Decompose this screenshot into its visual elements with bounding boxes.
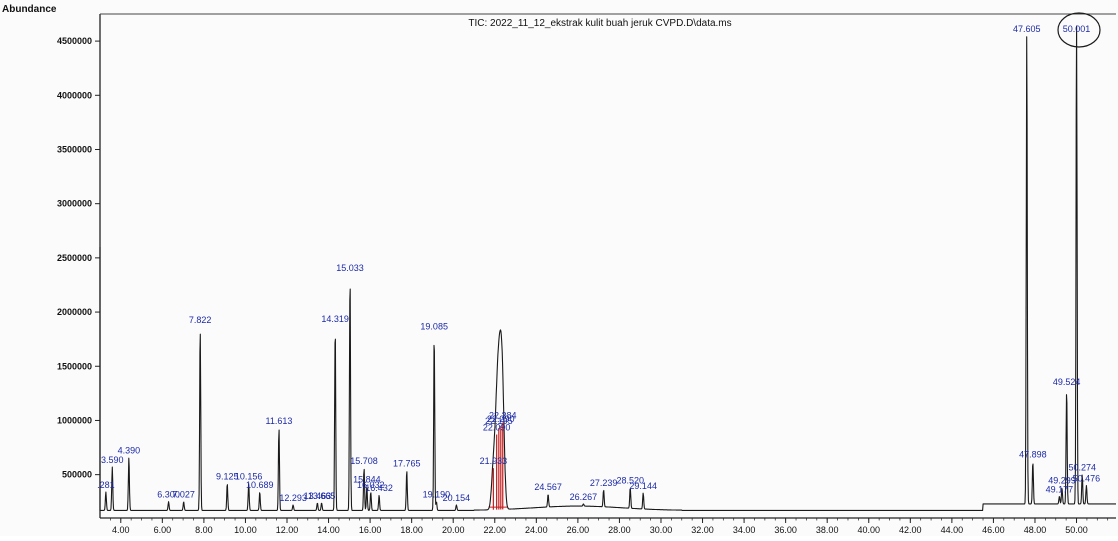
x-tick-label: 50.00 [1065, 525, 1088, 535]
peak-label: 6.300 [157, 490, 180, 500]
peak-label: 22.195 [485, 416, 513, 426]
y-tick-label: 3500000 [57, 144, 92, 154]
peak-label: 7.027 [172, 490, 195, 500]
peak-label: 50.476 [1073, 473, 1101, 483]
peak-label: 13.463 [304, 491, 332, 501]
peak-label: 11.613 [266, 416, 293, 426]
x-tick-label: 4.00 [112, 525, 130, 535]
peak-label: 3.590 [101, 455, 124, 465]
peak-label: 28.520 [616, 476, 644, 486]
peak-label: 50.001 [1063, 24, 1091, 34]
y-tick-label: 4500000 [57, 36, 92, 46]
x-tick-label: 10.00 [234, 525, 257, 535]
peak-label: 16.032 [357, 480, 385, 490]
x-tick-label: 46.00 [982, 525, 1005, 535]
x-tick-label: 12.00 [276, 525, 299, 535]
y-tick-label: 1000000 [57, 415, 92, 425]
peak-label: 47.605 [1013, 24, 1041, 34]
peak-label: 49.177 [1046, 484, 1074, 494]
peak-label: 13.665 [308, 491, 336, 501]
x-tick-label: 16.00 [359, 525, 382, 535]
y-axis-ticks: 500000 1000000 1500000 2000000 2500000 300000… [57, 36, 100, 480]
peak-label: 24.567 [534, 482, 562, 492]
peak-integration-fills [488, 422, 508, 510]
x-tick-label: 38.00 [816, 525, 839, 535]
y-axis-label: Abundance [2, 4, 57, 15]
peak-label: 19.085 [420, 322, 448, 332]
peak-label: 15.708 [350, 456, 378, 466]
x-tick-label: 30.00 [650, 525, 673, 535]
chart-title: TIC: 2022_11_12_ekstrak kulit buah jeruk… [468, 18, 731, 29]
peak-label: 16.432 [365, 483, 393, 493]
highlight-circle [1057, 12, 1101, 48]
peak-label: 15.033 [336, 263, 364, 273]
peak-label: 15.844 [353, 475, 381, 485]
peak-label: .281 [97, 480, 115, 490]
x-tick-label: 34.00 [733, 525, 756, 535]
x-tick-label: 44.00 [941, 525, 964, 535]
peak-label: 22.090 [483, 423, 511, 433]
peak-label: 19.190 [423, 490, 451, 500]
peak-label: 17.765 [393, 458, 421, 468]
y-tick-label: 4000000 [57, 90, 92, 100]
x-tick-label: 32.00 [691, 525, 714, 535]
peak-label: 22.290 [487, 414, 515, 424]
peak-label: 49.524 [1053, 377, 1081, 387]
peak-label: 47.898 [1019, 450, 1047, 460]
peak-label: 7.822 [189, 315, 212, 325]
x-tick-label: 20.00 [442, 525, 465, 535]
x-tick-label: 8.00 [195, 525, 213, 535]
y-tick-label: 500000 [62, 470, 92, 480]
peak-label: 14.319 [321, 314, 349, 324]
peak-label: 9.125 [216, 471, 239, 481]
peak-label: 10.156 [235, 471, 263, 481]
peak-label: 29.144 [629, 481, 657, 491]
x-tick-label: 14.00 [317, 525, 340, 535]
x-tick-label: 42.00 [899, 525, 922, 535]
y-tick-label: 2000000 [57, 307, 92, 317]
peak-label: 26.267 [570, 492, 598, 502]
peak-label: 49.299 [1048, 476, 1076, 486]
x-tick-label: 48.00 [1024, 525, 1047, 535]
x-tick-label: 22.00 [483, 525, 506, 535]
y-tick-label: 1500000 [57, 361, 92, 371]
tic-trace [99, 25, 1117, 511]
peak-label: 10.689 [246, 480, 274, 490]
x-tick-label: 6.00 [154, 525, 172, 535]
x-tick-label: 24.00 [525, 525, 548, 535]
peak-label: 4.390 [118, 445, 141, 455]
peak-label: 50.274 [1068, 463, 1096, 473]
peak-label: 21.933 [480, 456, 508, 466]
x-axis-ticks: 4.00 6.00 8.00 10.00 12.00 14.00 16.00 18.00 20.… [110, 518, 1109, 535]
x-tick-label: 40.00 [857, 525, 880, 535]
peak-label: 22.384 [489, 411, 517, 421]
peak-label: 12.293 [279, 493, 307, 503]
x-tick-label: 18.00 [400, 525, 423, 535]
peak-label: 20.154 [443, 493, 471, 503]
y-tick-label: 2500000 [57, 253, 92, 263]
x-tick-label: 28.00 [608, 525, 631, 535]
x-tick-label: 26.00 [567, 525, 590, 535]
peak-label: 27.239 [590, 478, 618, 488]
x-tick-label: 36.00 [774, 525, 797, 535]
y-tick-label: 3000000 [57, 199, 92, 209]
